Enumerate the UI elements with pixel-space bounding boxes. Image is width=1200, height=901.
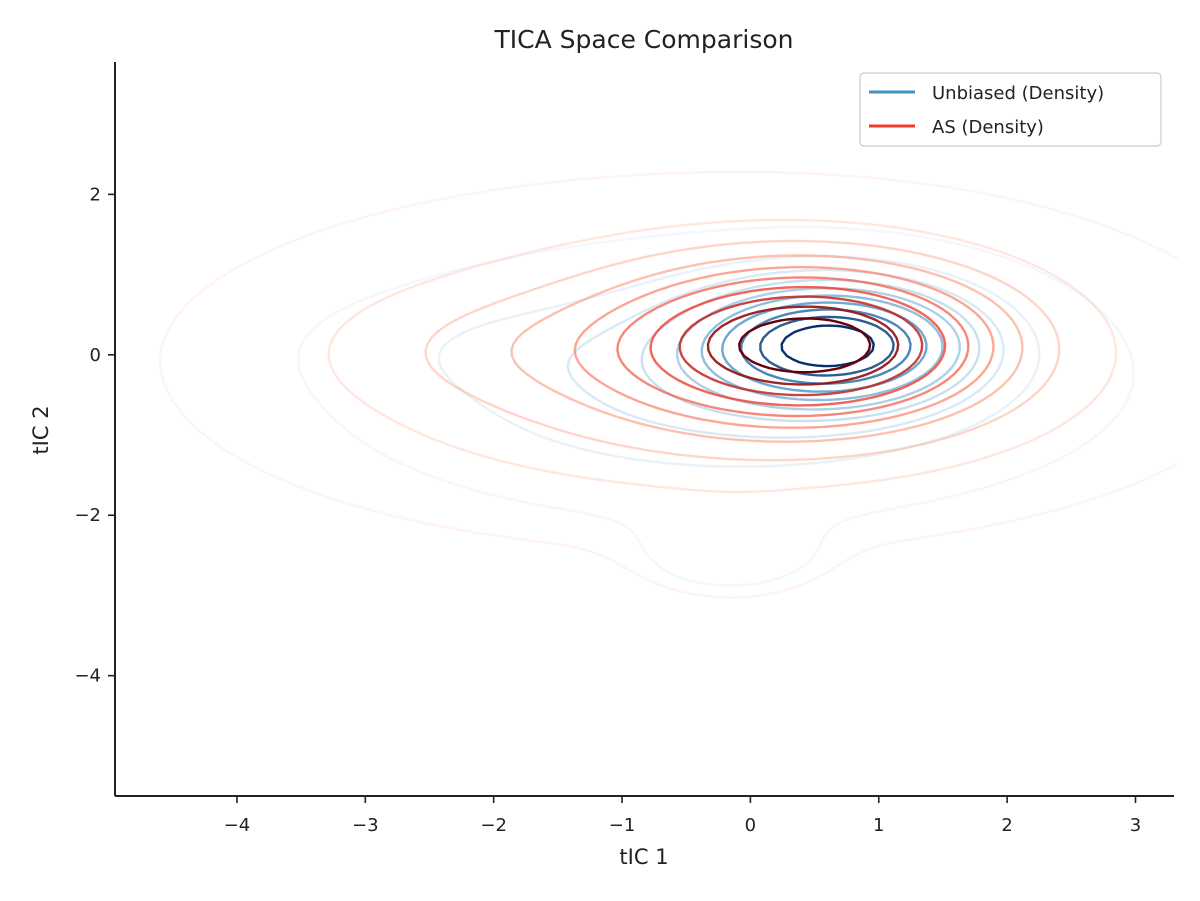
y-tick-label: −2 [74, 505, 101, 526]
x-tick-label: 2 [1001, 815, 1012, 836]
contour-line [616, 276, 970, 418]
x-tick-label: −1 [609, 815, 636, 836]
y-axis-ticks: −4 −2 0 2 [74, 184, 115, 687]
x-tick-label: −2 [480, 815, 507, 836]
y-tick-label: 0 [90, 345, 101, 366]
x-axis-label: tIC 1 [619, 845, 668, 869]
contour-line [780, 324, 875, 368]
contour-line [738, 317, 872, 374]
legend-label-as: AS (Density) [932, 117, 1044, 138]
contour-line [649, 285, 947, 407]
legend: Unbiased (Density) AS (Density) [859, 72, 1162, 147]
contour-line [678, 295, 924, 397]
x-tick-label: 1 [873, 815, 884, 836]
x-tick-label: 3 [1130, 815, 1141, 836]
x-tick-label: 0 [745, 815, 756, 836]
unbiased-density-contours [297, 225, 1135, 587]
y-tick-label: 2 [90, 184, 101, 205]
contour-line [297, 225, 1135, 587]
contour-line [424, 239, 1061, 462]
legend-label-unbiased: Unbiased (Density) [932, 83, 1104, 104]
contour-line [437, 255, 1041, 468]
x-axis-ticks: −4 −3 −2 −1 0 1 2 3 [224, 796, 1141, 836]
contour-line [706, 305, 900, 386]
contour-line [510, 254, 1024, 443]
chart-title: TICA Space Comparison [494, 25, 794, 54]
y-axis-label: tIC 2 [29, 405, 53, 454]
contour-line [159, 170, 1179, 599]
x-tick-label: −3 [352, 815, 379, 836]
as-density-contours [159, 170, 1179, 599]
plot-area [159, 170, 1179, 599]
contour-line [327, 218, 1118, 494]
x-tick-label: −4 [224, 815, 251, 836]
y-tick-label: −4 [74, 666, 101, 687]
contour-line [573, 266, 995, 429]
legend-frame [859, 72, 1162, 147]
